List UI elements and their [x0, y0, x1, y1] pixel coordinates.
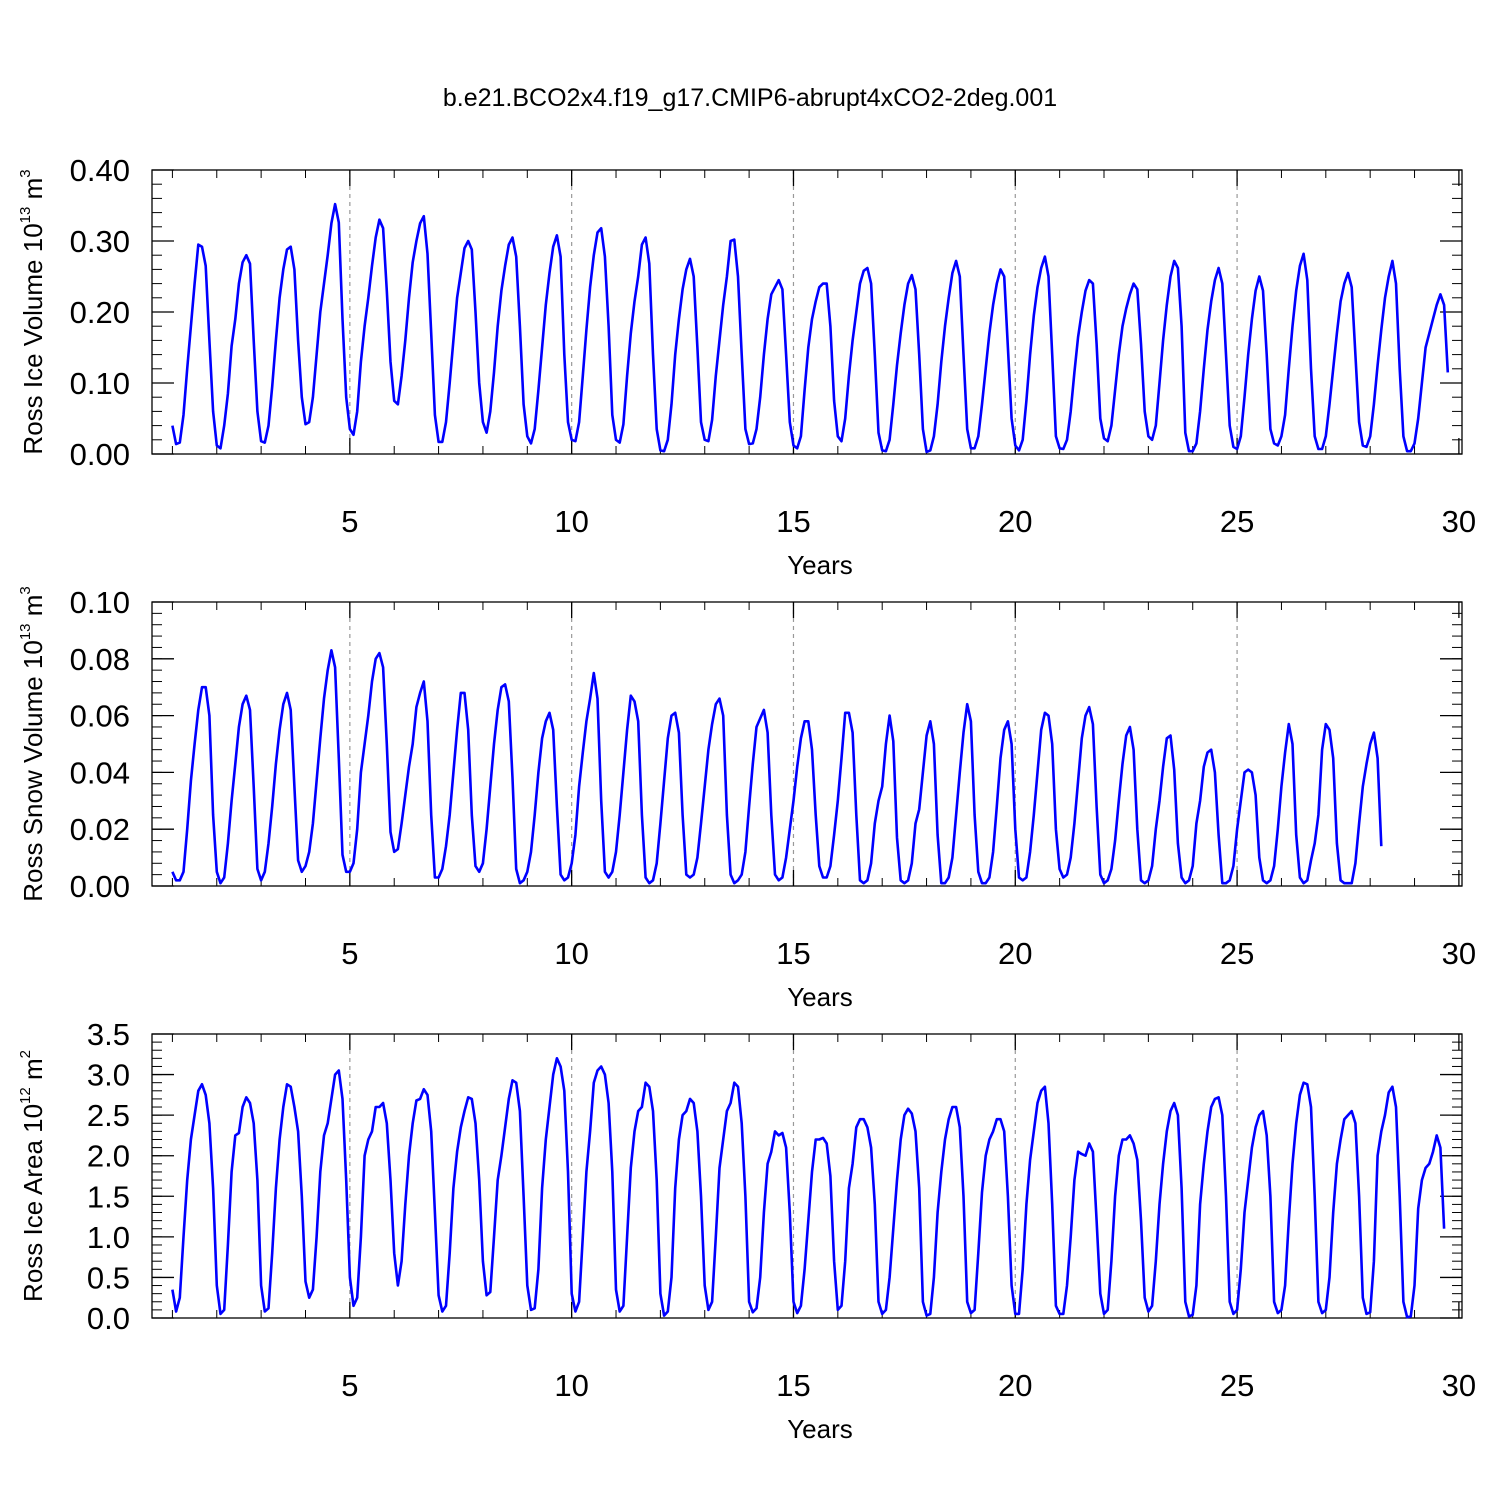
y-tick-label: 0.20 — [70, 295, 130, 330]
y-tick-label: 1.0 — [87, 1220, 130, 1255]
x-tick-label: 15 — [776, 936, 810, 971]
y-tick-label: 0.08 — [70, 642, 130, 677]
chart-panel-2: 5 10 15 20 25 30 0.00 0.02 0.04 0.06 0.08 0.10 Years… — [17, 585, 1476, 1012]
plot-frame — [151, 1033, 1463, 1319]
chart-panel-1: 5 10 15 20 25 30 0.00 0.10 0.20 0.30 0.40 Years Ross… — [17, 153, 1476, 580]
y-tick-label: 0.0 — [87, 1301, 130, 1336]
y-tick-label: 2.0 — [87, 1139, 130, 1174]
x-axis-label: Years — [787, 550, 853, 580]
figure-title: b.e21.BCO2x4.f19_g17.CMIP6-abrupt4xCO2-2… — [443, 84, 1057, 112]
x-tick-label: 25 — [1220, 936, 1254, 971]
y-tick-label: 0.04 — [70, 755, 130, 790]
y-tick-label: 0.02 — [70, 812, 130, 847]
x-axis-label: Years — [787, 982, 853, 1012]
x-tick-label: 10 — [554, 504, 588, 539]
y-axis-label: Ross Ice Area 1012 m2 — [17, 1050, 48, 1302]
y-tick-label: 0.10 — [70, 585, 130, 620]
x-tick-label: 30 — [1442, 936, 1476, 971]
x-tick-label: 15 — [776, 504, 810, 539]
y-tick-label: 0.00 — [70, 869, 130, 904]
series-line — [171, 1057, 1446, 1319]
series-line — [171, 648, 1383, 885]
y-axis-label: Ross Ice Volume 1013 m3 — [17, 169, 48, 454]
y-tick-label: 0.00 — [70, 437, 130, 472]
x-tick-label: 20 — [998, 936, 1032, 971]
x-tick-label: 20 — [998, 504, 1032, 539]
x-tick-label: 20 — [998, 1368, 1032, 1403]
y-tick-label: 1.5 — [87, 1179, 130, 1214]
x-tick-label: 5 — [341, 504, 358, 539]
series-line — [171, 202, 1450, 454]
x-tick-label: 30 — [1442, 1368, 1476, 1403]
y-axis-label: Ross Snow Volume 1013 m3 — [17, 586, 48, 902]
y-tick-label: 3.0 — [87, 1058, 130, 1093]
y-tick-label: 0.06 — [70, 699, 130, 734]
x-tick-label: 25 — [1220, 504, 1254, 539]
x-tick-label: 15 — [776, 1368, 810, 1403]
x-tick-label: 5 — [341, 1368, 358, 1403]
x-tick-label: 30 — [1442, 504, 1476, 539]
y-tick-label: 2.5 — [87, 1098, 130, 1133]
plot-frame — [151, 601, 1463, 887]
x-tick-label: 25 — [1220, 1368, 1254, 1403]
x-tick-label: 10 — [554, 936, 588, 971]
x-tick-label: 10 — [554, 1368, 588, 1403]
y-tick-label: 0.40 — [70, 153, 130, 188]
y-tick-label: 0.10 — [70, 366, 130, 401]
chart-panel-3: 5 10 15 20 25 30 0.0 0.5 1.0 1.5 2.0 2.5 3.0 3.5 Years… — [17, 1017, 1476, 1444]
x-tick-label: 5 — [341, 936, 358, 971]
y-tick-label: 0.30 — [70, 224, 130, 259]
y-tick-label: 0.5 — [87, 1260, 130, 1295]
x-axis-label: Years — [787, 1414, 853, 1444]
y-tick-label: 3.5 — [87, 1017, 130, 1052]
